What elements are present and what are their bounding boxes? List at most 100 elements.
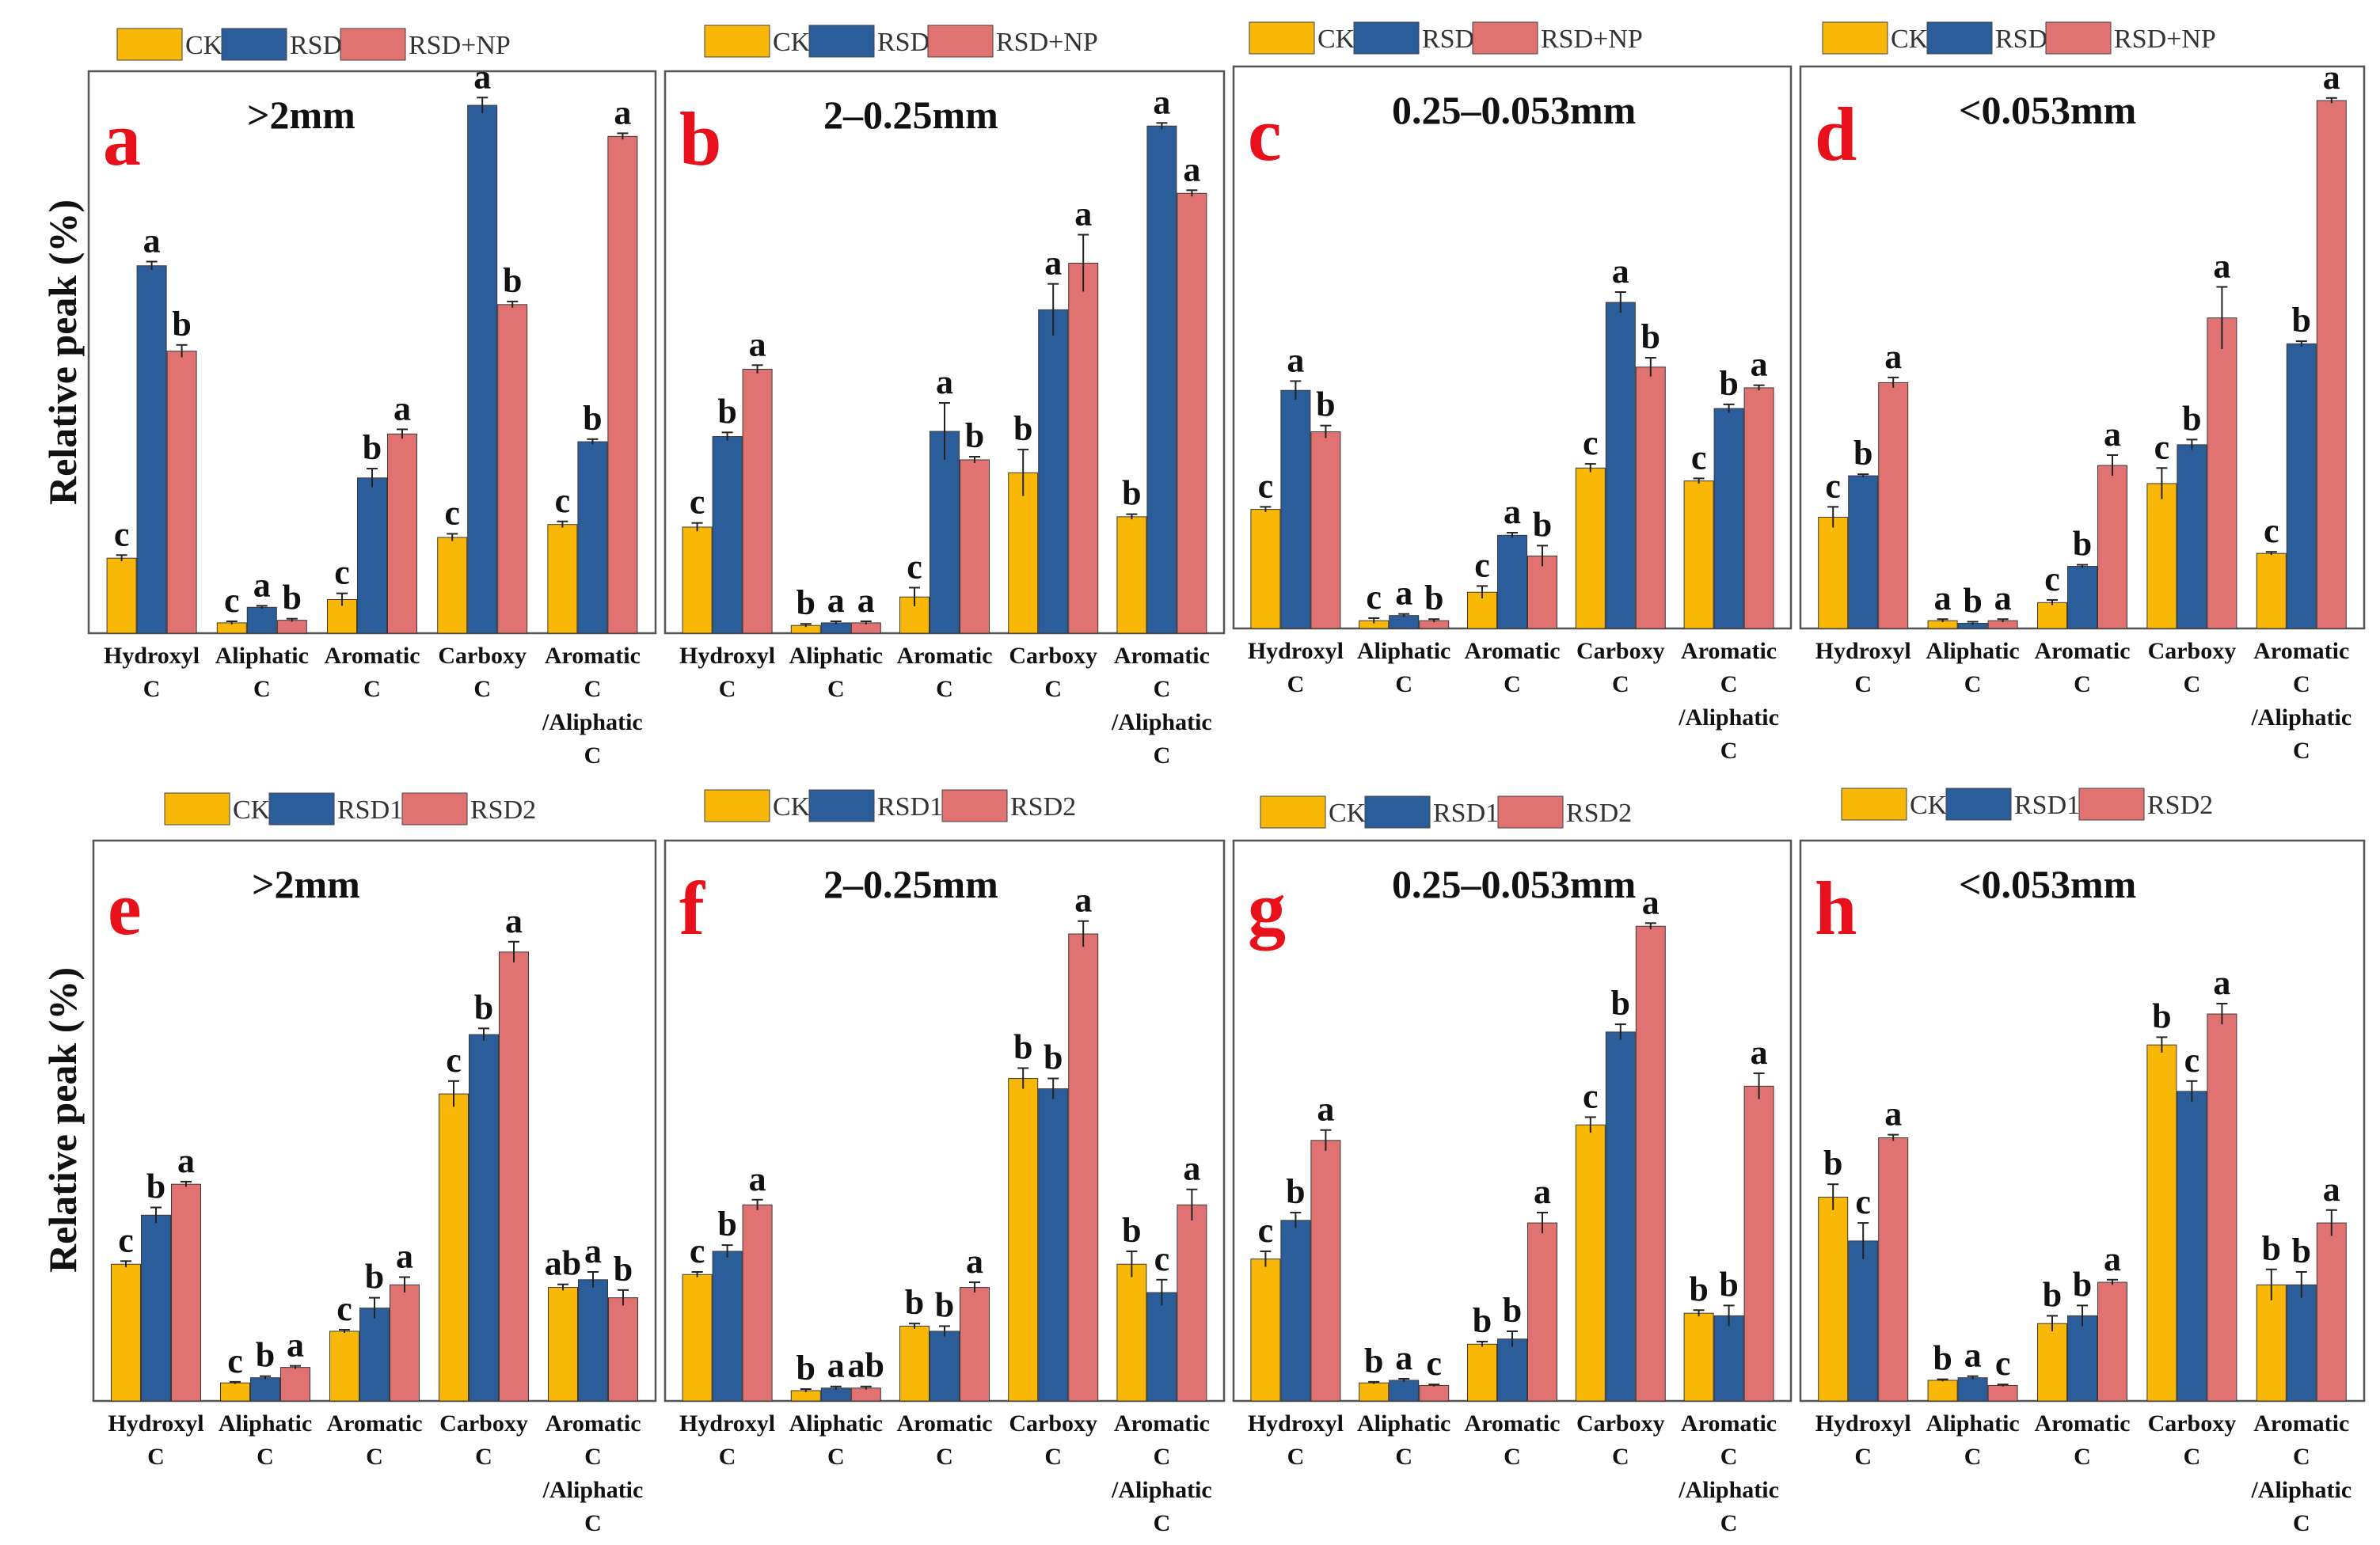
bar-rsd-aromatic-4 [1146, 125, 1177, 634]
category-label-aliphatic-c: Aliphatic C [1357, 1410, 1450, 1470]
category-label-line: C [2074, 1444, 2091, 1470]
bar-rsd-np-carboxy-3 [497, 304, 528, 634]
category-label-aromatic-c-aliphatic-c: Aromatic C/Aliphatic C [2250, 1410, 2351, 1536]
bar-rsd2-carboxy-3 [1635, 925, 1666, 1402]
bar-rsd2-hydroxyl-0 [1310, 1140, 1341, 1402]
sig-letter: a [614, 93, 631, 131]
category-label-aliphatic-c: Aliphatic C [789, 643, 883, 702]
sig-letter: b [1424, 579, 1443, 617]
bar-rsd2-aliphatic-1 [280, 1367, 310, 1402]
category-label-line: /Aliphatic [1111, 709, 1212, 735]
bar-rsd2-aliphatic-1 [1987, 1384, 2018, 1402]
panel-title: 0.25–0.053mm [1392, 862, 1636, 906]
bar-rsd-np-hydroxyl-0 [166, 351, 197, 634]
sig-letter: c [1855, 1182, 1871, 1221]
category-label-line: Aliphatic [1926, 1410, 2019, 1437]
bar-rsd1-aromatic-4 [1713, 1315, 1744, 1402]
category-label-aromatic-c: Aromatic C [324, 643, 420, 702]
bar-rsd1-aromatic-4 [578, 1279, 608, 1402]
bar-rsd1-aromatic-2 [1497, 1338, 1527, 1402]
bar-ck-aromatic-2 [2037, 602, 2067, 629]
category-label-line: C [584, 742, 602, 769]
sig-letter: a [396, 1237, 413, 1276]
category-label-line: Hydroxyl [679, 1410, 775, 1437]
category-label-line: Aliphatic [789, 1410, 883, 1437]
sig-letter: a [1287, 340, 1304, 379]
category-label-hydroxyl-c: Hydroxyl C [679, 1410, 775, 1470]
sig-letter: a [1395, 1338, 1412, 1377]
category-label-line: C [1854, 1444, 1872, 1470]
category-label-line: C [2184, 1444, 2201, 1470]
sig-letter: c [1154, 1239, 1170, 1278]
legend-swatch-ck [1260, 795, 1326, 829]
panel-title: 0.25–0.053mm [1392, 88, 1636, 132]
category-label-aliphatic-c: Aliphatic C [1357, 638, 1450, 697]
category-label-hydroxyl-c: Hydroxyl C [1815, 1410, 1911, 1470]
bar-ck-hydroxyl-0 [1250, 1258, 1281, 1402]
bar-rsd2-aliphatic-1 [1419, 1384, 1450, 1402]
legend-swatch-rsd-np [1472, 21, 1538, 55]
bar-rsd1-hydroxyl-0 [141, 1214, 171, 1402]
sig-letter: c [227, 1342, 243, 1380]
category-label-line: C [1504, 1444, 1521, 1470]
category-label-line: Aromatic [324, 643, 420, 669]
legend-swatch-ck [1822, 21, 1888, 55]
category-label-line: C [475, 1444, 492, 1470]
category-label-line: C [257, 1444, 274, 1470]
sig-letter: ab [545, 1244, 581, 1283]
legend: CK RSD1 RSD2 [164, 792, 536, 826]
bar-ck-carboxy-3 [439, 1093, 469, 1402]
bar-rsd-aromatic-2 [1497, 534, 1527, 629]
category-label-line: Aromatic [1464, 1410, 1560, 1437]
sig-letter: b [1611, 984, 1630, 1023]
category-label-aromatic-c: Aromatic C [896, 1410, 992, 1470]
legend-swatch-rsd1 [1364, 795, 1431, 829]
sig-letter: a [1751, 345, 1768, 384]
panel-title: >2mm [247, 93, 355, 137]
sig-letter: a [1044, 244, 1062, 283]
sig-letter: b [797, 583, 816, 622]
legend-label-rsd: RSD [1422, 25, 1474, 54]
bar-rsd-np-aromatic-4 [2316, 100, 2347, 629]
legend-label-rsd1: RSD1 [1433, 799, 1499, 828]
sig-letter: a [1934, 579, 1952, 617]
legend-swatch-rsd1 [808, 789, 875, 822]
bar-ck-carboxy-3 [1575, 467, 1606, 629]
legend-swatch-rsd1 [268, 792, 335, 826]
sig-letter: a [1642, 883, 1660, 921]
legend-swatch-ck [116, 28, 183, 61]
bar-rsd1-carboxy-3 [1038, 1088, 1069, 1402]
bar-ck-carboxy-3 [437, 537, 468, 634]
bar-ck-aliphatic-1 [1359, 1382, 1390, 1402]
sig-letter: b [583, 399, 602, 438]
sig-letter: b [1933, 1339, 1952, 1378]
sig-letter: a [857, 581, 875, 620]
sig-letter: a [1612, 252, 1629, 290]
category-label-line: /Aliphatic [542, 1477, 644, 1503]
legend-label-rsd-np: RSD+NP [996, 28, 1098, 57]
sig-letter: b [1013, 1028, 1032, 1067]
legend-label-rsd1: RSD1 [337, 795, 403, 825]
bar-ck-carboxy-3 [1575, 1124, 1606, 1402]
legend-label-rsd: RSD [290, 31, 342, 60]
sig-letter: a [827, 581, 845, 620]
category-label-line: Aromatic [545, 643, 641, 669]
bar-rsd-np-aromatic-2 [1527, 555, 1557, 629]
category-label-carboxy-c: Carboxy C [1576, 638, 1665, 697]
legend-swatch-rsd2 [941, 789, 1008, 822]
category-label-aromatic-c: Aromatic C [1464, 1410, 1560, 1470]
sig-letter: b [283, 579, 302, 617]
category-label-line: Aromatic [1681, 1410, 1777, 1437]
bar-rsd-np-carboxy-3 [1635, 366, 1666, 629]
category-label-aliphatic-c: Aliphatic C [1926, 638, 2019, 697]
bar-rsd2-carboxy-3 [2207, 1013, 2237, 1402]
bar-rsd-hydroxyl-0 [136, 265, 167, 634]
category-label-line: Aromatic [1114, 1410, 1210, 1437]
bar-rsd2-aromatic-2 [2097, 1281, 2127, 1402]
bar-rsd-np-aromatic-2 [387, 433, 417, 634]
category-label-line: /Aliphatic [2250, 704, 2351, 731]
bar-rsd2-aromatic-4 [1177, 1204, 1207, 1402]
sig-letter: a [1153, 82, 1170, 121]
sig-letter: b [2073, 1265, 2092, 1304]
